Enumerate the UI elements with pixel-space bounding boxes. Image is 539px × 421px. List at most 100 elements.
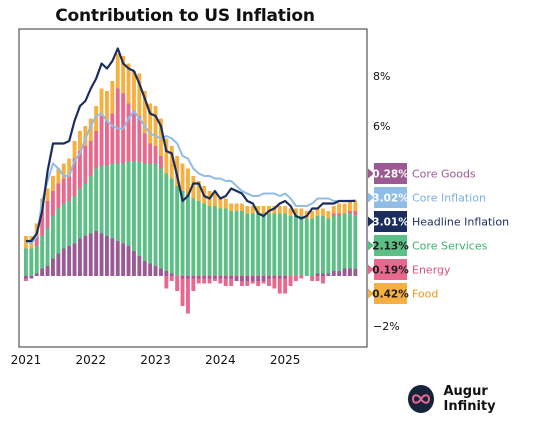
bar-core-services (348, 213, 352, 269)
bar-core-goods (83, 236, 88, 276)
bar-core-services (94, 168, 99, 231)
bar-food (175, 156, 180, 186)
bar-core-goods (72, 243, 77, 276)
bar-energy (191, 278, 196, 291)
bar-core-services (40, 236, 45, 269)
bar-food (121, 56, 126, 94)
bar-core-goods (78, 238, 82, 276)
bar-food (72, 141, 77, 159)
bar-energy (61, 178, 66, 204)
bar-energy (137, 116, 142, 161)
bar-core-goods (126, 246, 131, 276)
bar-energy (331, 213, 336, 216)
x-tick-label: 2022 (75, 353, 106, 367)
bar-core-services (115, 163, 120, 241)
bar-energy (148, 143, 153, 164)
bar-core-services (191, 198, 196, 276)
bar-core-goods (67, 246, 72, 276)
bar-food (294, 208, 298, 216)
label-name: Core Goods (412, 168, 476, 181)
bar-core-goods (94, 231, 99, 276)
bar-core-goods (51, 258, 55, 276)
bar-core-services (153, 163, 158, 266)
bar-energy (315, 276, 320, 281)
bar-core-services (304, 218, 309, 276)
bar-energy (196, 278, 201, 284)
bar-energy (261, 281, 266, 284)
bar-food (321, 208, 325, 216)
bar-food (186, 168, 190, 194)
bar-core-services (51, 216, 55, 259)
bar-core-services (105, 166, 109, 236)
bar-food (78, 131, 82, 151)
bar-core-goods (337, 271, 342, 276)
bar-energy (24, 278, 28, 281)
bar-food (315, 208, 320, 216)
label-pointer (368, 168, 374, 179)
bar-food (234, 203, 239, 211)
bar-core-services (288, 216, 293, 276)
bar-core-goods (207, 276, 212, 279)
bar-energy (34, 236, 39, 246)
bar-core-goods (261, 276, 266, 281)
bar-food (245, 206, 250, 214)
bar-food (137, 73, 142, 116)
bar-core-goods (132, 251, 136, 276)
bar-energy (180, 278, 185, 306)
bar-core-services (202, 203, 207, 276)
label-box (374, 211, 407, 232)
bar-core-services (88, 176, 93, 234)
bar-food (342, 203, 347, 214)
bar-food (132, 71, 136, 111)
bar-food (67, 158, 72, 176)
bar-core-services (326, 218, 331, 274)
bar-food (213, 193, 217, 206)
bar-core-services (132, 161, 136, 251)
bar-energy (67, 176, 72, 201)
bar-food (240, 203, 244, 211)
line-core-inflation (25, 110, 356, 245)
label-box (374, 163, 407, 184)
label-name: Energy (412, 264, 451, 277)
label-name: Food (412, 288, 438, 301)
bar-energy (256, 281, 261, 286)
bar-energy (88, 141, 93, 176)
label-pointer (368, 216, 374, 227)
bar-energy (213, 278, 217, 281)
bar-core-goods (110, 238, 115, 276)
bar-core-goods (24, 276, 28, 279)
bar-core-services (277, 213, 282, 276)
bar-food (267, 206, 271, 214)
bar-food (148, 103, 153, 144)
bar-food (51, 176, 55, 191)
bar-food (45, 188, 50, 201)
label-value: 3.02% (372, 193, 409, 205)
bar-food (196, 181, 201, 201)
bar-food (277, 206, 282, 214)
bar-core-services (175, 186, 180, 276)
bar-core-services (169, 178, 174, 274)
bar-energy (288, 276, 293, 286)
y-axis: 8% 6% −2% (373, 70, 400, 333)
y-tick-label: 8% (373, 70, 390, 83)
bar-core-services (126, 161, 131, 246)
bar-core-services (61, 203, 66, 249)
bar-energy (45, 201, 50, 229)
bar-food (88, 118, 93, 141)
bar-core-services (213, 206, 217, 276)
bar-food (326, 211, 331, 219)
bar-food (337, 203, 342, 214)
bar-food (272, 206, 277, 214)
bar-core-goods (180, 276, 185, 279)
bar-energy (72, 158, 77, 196)
bar-energy (277, 278, 282, 294)
bar-core-goods (240, 276, 244, 281)
bar-food (56, 168, 61, 184)
label-value: 0.19% (372, 265, 409, 277)
bar-core-services (137, 161, 142, 256)
bar-energy (294, 276, 298, 281)
bar-core-goods (45, 266, 50, 276)
bar-core-goods (34, 273, 39, 276)
bar-core-services (207, 206, 212, 276)
label-value: 3.01% (372, 217, 409, 229)
